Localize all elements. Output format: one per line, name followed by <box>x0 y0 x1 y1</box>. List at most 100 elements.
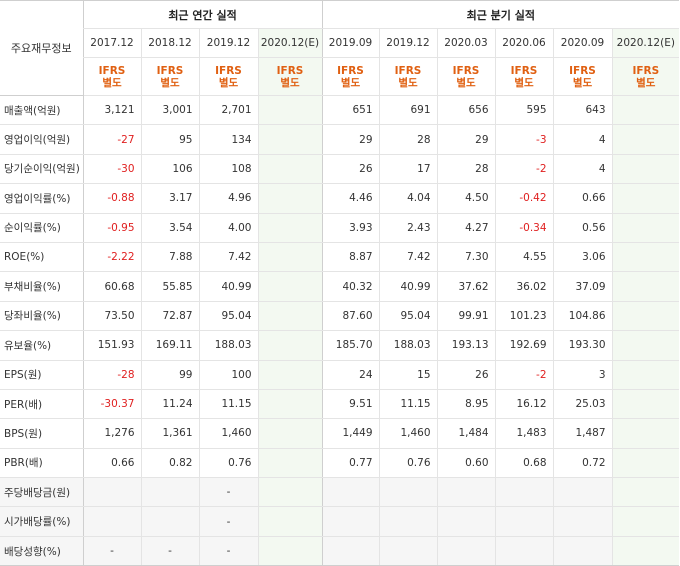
table-cell <box>494 506 554 537</box>
row-label: 당좌비율(%) <box>0 301 83 332</box>
table-cell: 99.91 <box>436 301 496 332</box>
table-cell <box>257 124 323 155</box>
table-cell: 72.87 <box>140 301 199 332</box>
table-cell: 3,001 <box>140 95 199 126</box>
basis-line: IFRS <box>394 64 422 77</box>
table-cell <box>257 359 323 390</box>
table-cell: 3.93 <box>321 213 380 243</box>
table-cell: -27 <box>82 124 141 155</box>
basis-header: IFRS 별도 <box>257 57 323 96</box>
table-cell <box>257 330 323 361</box>
table-cell: 2.43 <box>378 213 438 243</box>
table-cell: 11.15 <box>378 389 438 420</box>
table-cell: 188.03 <box>378 330 438 361</box>
basis-line: IFRS <box>452 64 480 77</box>
table-cell: 0.82 <box>140 448 199 479</box>
basis-header: IFRS 별도 <box>321 57 380 96</box>
row-label: ROE(%) <box>0 242 83 273</box>
table-cell: 55.85 <box>140 271 199 302</box>
period-header: 2019.12 <box>198 28 258 58</box>
table-cell: 3.17 <box>140 183 199 214</box>
row-label: BPS(원) <box>0 418 83 449</box>
table-cell <box>611 448 680 479</box>
table-cell <box>611 154 680 185</box>
table-cell <box>257 448 323 479</box>
basis-line: 별도 <box>572 76 593 89</box>
table-cell: 29 <box>321 124 380 155</box>
basis-line: 별도 <box>398 76 418 89</box>
table-cell: 1,460 <box>378 418 438 449</box>
table-cell: -30 <box>82 154 141 185</box>
basis-line: IFRS <box>276 64 304 77</box>
table-cell: 0.68 <box>494 448 554 479</box>
table-row: 당기순이익(억원) -30 106 108 26 17 28 -2 4 <box>0 154 680 185</box>
table-cell: 595 <box>494 95 554 126</box>
table-cell: 643 <box>552 95 613 126</box>
row-label: 부채비율(%) <box>0 271 83 302</box>
table-cell: 7.30 <box>436 242 496 273</box>
table-cell: -2.22 <box>82 242 141 273</box>
basis-header: IFRS 별도 <box>494 57 554 96</box>
table-cell: 73.50 <box>82 301 141 332</box>
table-cell: 0.66 <box>552 183 613 214</box>
table-cell <box>611 359 680 390</box>
table-cell <box>494 477 554 508</box>
group-header-annual: 최근 연간 실적 <box>82 0 323 29</box>
table-cell: 0.60 <box>436 448 496 479</box>
table-cell: 28 <box>436 154 496 185</box>
table-cell: - <box>198 506 258 537</box>
basis-line: 별도 <box>218 76 239 89</box>
table-cell: 1,460 <box>198 418 258 449</box>
table-cell: 1,449 <box>321 418 380 449</box>
period-header: 2019.09 <box>321 28 380 58</box>
table-cell: 26 <box>321 154 380 185</box>
basis-header: IFRS 별도 <box>552 57 613 96</box>
table-cell <box>257 271 323 302</box>
table-cell: 3.06 <box>552 242 613 273</box>
table-cell: 87.60 <box>321 301 380 332</box>
table-cell: 3,121 <box>82 95 141 126</box>
table-cell: 104.86 <box>552 301 613 332</box>
table-cell: 1,483 <box>494 418 554 449</box>
period-header: 2020.03 <box>436 28 496 58</box>
basis-header: IFRS 별도 <box>611 57 680 96</box>
row-label: 순이익률(%) <box>0 213 83 243</box>
table-cell: 3 <box>552 359 613 390</box>
table-cell <box>611 124 680 155</box>
table-cell <box>611 242 680 273</box>
table-cell <box>321 477 380 508</box>
row-label: 매출액(억원) <box>0 95 83 126</box>
table-cell: 8.87 <box>321 242 380 273</box>
row-label: PER(배) <box>0 389 83 420</box>
table-cell <box>611 536 680 566</box>
table-cell: 192.69 <box>494 330 554 361</box>
table-cell: 0.66 <box>82 448 141 479</box>
table-cell: 2,701 <box>198 95 258 126</box>
table-cell: 40.99 <box>378 271 438 302</box>
table-cell: 17 <box>378 154 438 185</box>
table-cell: 95 <box>140 124 199 155</box>
basis-line: 별도 <box>514 76 534 89</box>
table-cell: 1,361 <box>140 418 199 449</box>
table-row: 주당배당금(원) - <box>0 477 680 508</box>
table-cell <box>257 536 323 566</box>
table-cell: 60.68 <box>82 271 141 302</box>
table-row: PER(배) -30.37 11.24 11.15 9.51 11.15 8.95 16.12… <box>0 389 680 420</box>
basis-line: IFRS <box>98 64 126 77</box>
table-cell: 0.56 <box>552 213 613 243</box>
table-row: BPS(원) 1,276 1,361 1,460 1,449 1,460 1,484 1,48… <box>0 418 680 449</box>
table-cell: 0.77 <box>321 448 380 479</box>
table-row: 부채비율(%) 60.68 55.85 40.99 40.32 40.99 37.62 36.… <box>0 271 680 302</box>
table-cell: -0.42 <box>494 183 554 214</box>
table-cell: 151.93 <box>82 330 141 361</box>
table-cell <box>436 506 496 537</box>
basis-header: IFRS 별도 <box>198 57 258 96</box>
table-cell: - <box>82 536 141 566</box>
table-cell: 40.32 <box>321 271 380 302</box>
table-cell: 29 <box>436 124 496 155</box>
table-cell: - <box>198 536 258 566</box>
period-header: 2020.12(E) <box>611 28 680 58</box>
basis-line: 별도 <box>456 76 476 89</box>
table-row: ROE(%) -2.22 7.88 7.42 8.87 7.42 7.30 4.55 3.06 <box>0 242 680 273</box>
table-cell: 1,487 <box>552 418 613 449</box>
